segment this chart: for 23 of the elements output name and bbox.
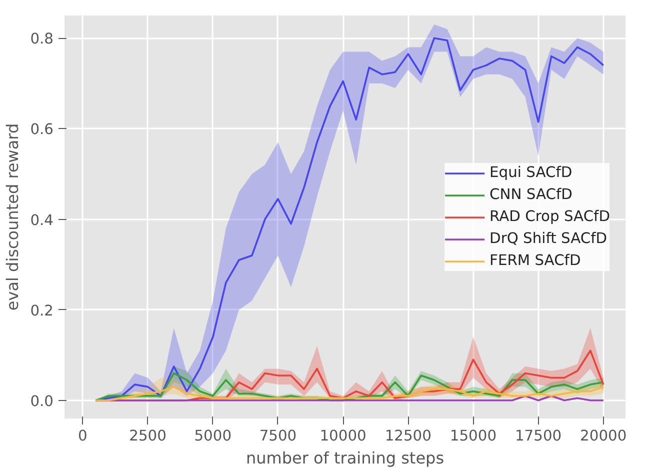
legend-label: FERM SACfD [490, 252, 581, 269]
y-tick-label: 0.2 [30, 302, 54, 320]
y-tick-label: 0.6 [30, 121, 54, 138]
legend-label: CNN SACfD [490, 186, 572, 203]
x-tick-label: 10000 [320, 428, 366, 444]
y-tick-label: 0.0 [30, 392, 54, 410]
x-tick-label: 5000 [194, 428, 232, 444]
x-axis-title: number of training steps [246, 448, 444, 468]
x-tick-label: 0 [78, 428, 88, 444]
x-tick-label: 20000 [580, 428, 627, 444]
line-series [94, 386, 604, 402]
y-tick-label: 0.8 [30, 30, 54, 48]
x-tick-label: 17500 [514, 428, 562, 444]
y-axis-title: eval discounted reward [3, 123, 22, 311]
x-tick-label: 12500 [384, 428, 432, 444]
line-series [94, 372, 604, 402]
x-tick-label: 2500 [129, 428, 166, 444]
x-tick-label: 7500 [259, 428, 297, 444]
legend-label: Equi SACfD [490, 164, 572, 181]
y-tick-label: 0.4 [30, 212, 54, 229]
legend-label: RAD Crop SACfD [490, 208, 610, 225]
x-tick-label: 15000 [450, 428, 497, 444]
legend-label: DrQ Shift SACfD [490, 230, 608, 247]
